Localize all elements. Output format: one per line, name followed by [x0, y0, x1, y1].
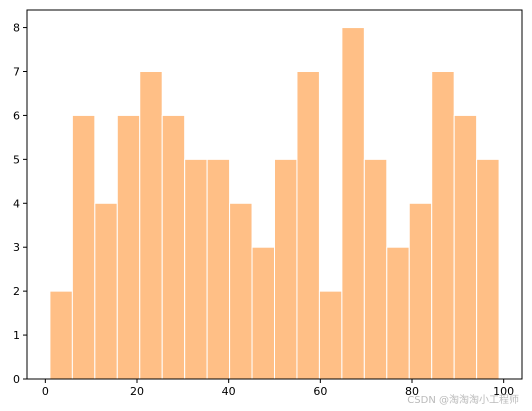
x-tick-label: 80	[405, 385, 419, 398]
y-tick-label: 5	[13, 153, 20, 166]
x-tick-label: 60	[313, 385, 327, 398]
y-tick-label: 0	[13, 373, 20, 386]
histogram-bar	[296, 71, 320, 380]
histogram-bar	[341, 27, 365, 380]
histogram-bar	[94, 202, 118, 380]
histogram-bar	[161, 114, 186, 380]
histogram-bar	[274, 158, 298, 380]
histogram-bar	[116, 114, 141, 380]
x-tick-label: 0	[42, 385, 49, 398]
histogram-bar	[476, 158, 500, 380]
bars-group	[49, 27, 500, 380]
watermark-text: CSDN @淘淘淘小工程师	[407, 393, 519, 406]
x-axis-ticks: 0 20 40 60 80 100	[42, 379, 514, 398]
y-axis-ticks: 0 1 2 3 4 5 6 7 8	[13, 22, 27, 386]
x-tick-label: 100	[493, 385, 514, 398]
histogram-bar	[431, 71, 455, 380]
histogram-bar	[139, 71, 163, 380]
histogram-bar	[206, 158, 231, 380]
histogram-bar	[318, 290, 343, 380]
histogram-bar	[184, 158, 208, 380]
x-tick-label: 20	[130, 385, 144, 398]
histogram-bar	[229, 202, 253, 380]
y-tick-label: 7	[13, 66, 20, 79]
histogram-bar	[251, 246, 276, 380]
histogram-bar	[386, 246, 410, 380]
y-tick-label: 2	[13, 285, 20, 298]
y-tick-label: 1	[13, 329, 20, 342]
histogram-bar	[363, 158, 388, 380]
y-tick-label: 3	[13, 241, 20, 254]
histogram-bar	[408, 202, 433, 380]
x-tick-label: 40	[222, 385, 236, 398]
histogram-bar	[71, 114, 96, 380]
histogram-bar	[49, 290, 73, 380]
y-tick-label: 8	[13, 22, 20, 35]
histogram-bar	[453, 114, 478, 380]
y-tick-label: 6	[13, 109, 20, 122]
plot-frame	[26, 9, 523, 380]
y-tick-label: 4	[13, 197, 20, 210]
